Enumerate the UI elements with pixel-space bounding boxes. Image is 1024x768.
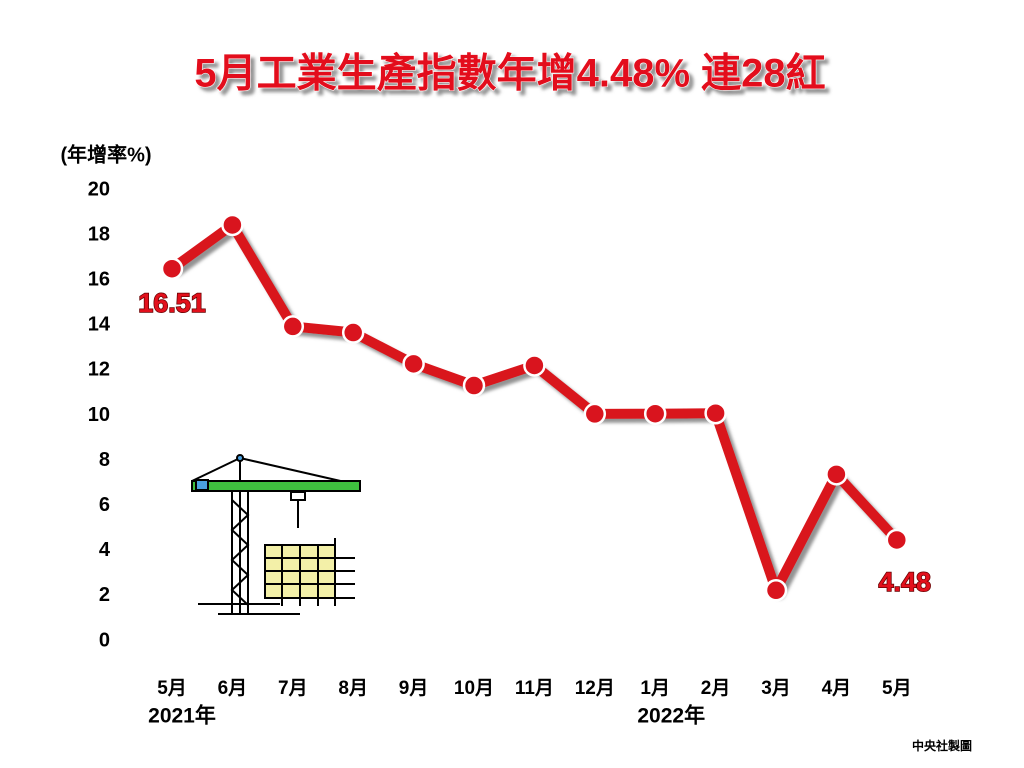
data-point <box>160 257 184 280</box>
y-tick-label: 18 <box>88 223 110 245</box>
data-point <box>402 352 425 376</box>
data-line <box>169 219 901 596</box>
x-tick-label: 1月 <box>640 678 670 699</box>
year-label: 2022年 <box>637 704 705 728</box>
y-tick-label: 12 <box>88 359 110 381</box>
x-tick-label: 11月 <box>515 678 554 699</box>
y-tick-label: 4 <box>99 539 111 561</box>
y-tick-label: 20 <box>88 178 110 200</box>
data-point <box>704 401 727 425</box>
y-tick-label: 16 <box>88 268 110 290</box>
value-label: 16.51 <box>138 288 206 318</box>
x-tick-label: 8月 <box>338 678 368 699</box>
data-point <box>341 321 365 344</box>
data-point <box>281 315 305 338</box>
x-tick-label: 2月 <box>701 678 731 699</box>
data-point <box>221 213 244 237</box>
data-point <box>885 528 909 552</box>
data-point <box>523 354 546 377</box>
data-point <box>825 463 848 486</box>
y-tick-label: 10 <box>88 404 110 426</box>
year-label: 2021年 <box>148 704 216 728</box>
x-tick-label: 6月 <box>218 678 248 699</box>
x-tick-label: 4月 <box>822 678 852 699</box>
x-tick-label: 9月 <box>399 678 429 699</box>
y-tick-label: 14 <box>88 314 111 336</box>
x-tick-label: 5月 <box>882 678 912 699</box>
y-tick-label: 2 <box>99 584 110 606</box>
data-point <box>462 374 486 397</box>
data-point <box>764 579 788 602</box>
y-tick-label: 0 <box>99 629 110 651</box>
x-tick-label: 10月 <box>454 678 494 699</box>
x-tick-label: 5月 <box>157 678 187 699</box>
data-point <box>643 402 667 425</box>
crane-illustration <box>191 454 361 615</box>
y-tick-label: 6 <box>99 494 110 516</box>
x-tick-label: 12月 <box>575 678 615 699</box>
source-note: 中央社製圖 <box>912 738 972 753</box>
y-axis-label: (年增率%) <box>60 142 151 166</box>
x-tick-label: 3月 <box>761 678 791 699</box>
data-point <box>583 402 607 426</box>
y-tick-label: 8 <box>99 449 110 471</box>
chart-title: 5月工業生產指數年增4.48% 連28紅 <box>194 52 825 96</box>
x-tick-label: 7月 <box>278 678 308 699</box>
value-label: 4.48 <box>879 567 932 597</box>
